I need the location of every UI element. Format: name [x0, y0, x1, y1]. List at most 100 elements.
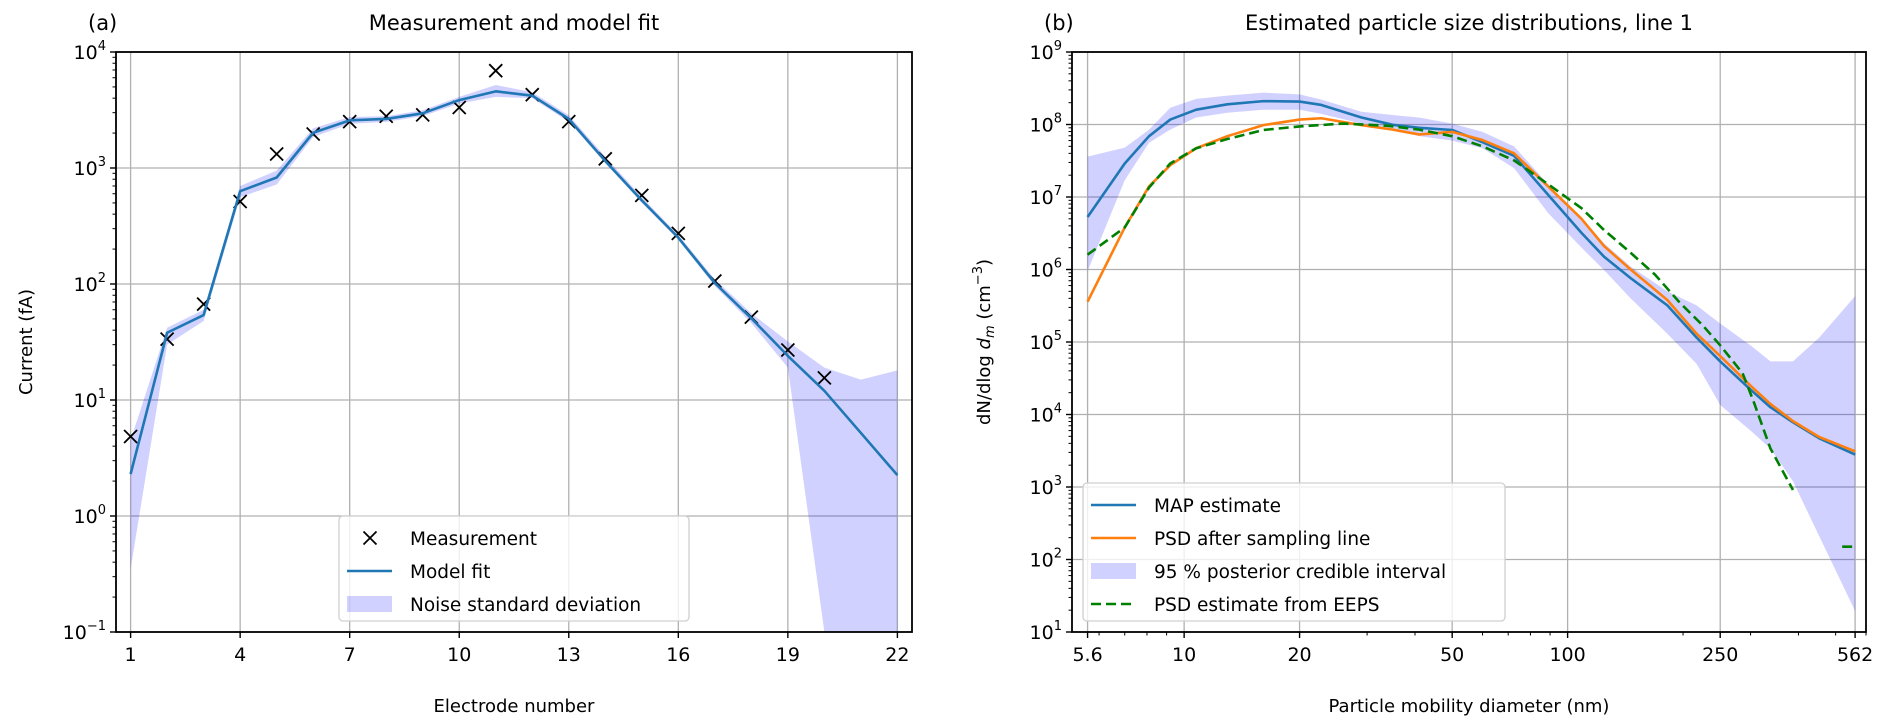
- x-tick-label: 10: [447, 644, 471, 666]
- y-tick-label: 100: [74, 503, 106, 528]
- x-tick-label: 16: [666, 644, 690, 666]
- legend-label: MAP estimate: [1154, 496, 1281, 517]
- measurement-marker: [817, 370, 832, 386]
- measurement-marker: [159, 331, 175, 347]
- ylabel-part-italic: d: [974, 337, 995, 349]
- x-tick-label: 22: [885, 644, 909, 666]
- panel-b-ylabel: dN/dlog dm (cm−3): [971, 259, 998, 425]
- y-tick-base: 10: [63, 622, 87, 644]
- y-tick-label: 10−1: [63, 619, 106, 644]
- y-tick-base: 10: [1030, 622, 1054, 644]
- legend-band-swatch: [1091, 563, 1136, 579]
- measurement-marker: [671, 226, 686, 241]
- y-tick-label: 103: [1030, 474, 1062, 499]
- legend-label: Model fit: [410, 562, 490, 583]
- series-line-map-estimate: [1086, 99, 1856, 456]
- panel-b-title: Estimated particle size distributions, l…: [1245, 11, 1693, 35]
- x-tick-label: 250: [1702, 644, 1738, 666]
- legend-label: 95 % posterior credible interval: [1154, 562, 1446, 583]
- panel-a-title: Measurement and model fit: [369, 11, 660, 35]
- ylabel-part: (cm: [974, 285, 995, 325]
- y-tick-label: 105: [1030, 329, 1062, 354]
- measurement-marker: [634, 188, 649, 203]
- ylabel-superscript: −3: [971, 266, 986, 285]
- legend-panel-0: Measurement Model fit Noise standard devia…: [338, 515, 690, 622]
- panel-a-xlabel: Electrode number: [434, 696, 595, 717]
- y-tick-base: 10: [74, 42, 98, 64]
- y-tick-label: 103: [74, 155, 106, 180]
- x-tick-label: 7: [344, 644, 356, 666]
- y-tick-exponent: 4: [1054, 402, 1062, 417]
- legend-label: Measurement: [410, 529, 537, 550]
- legend-box: [1082, 482, 1506, 622]
- y-tick-exponent: 3: [1054, 474, 1062, 489]
- y-tick-exponent: 1: [98, 387, 106, 402]
- y-tick-label: 109: [1030, 39, 1062, 64]
- legend-band-swatch: [347, 596, 392, 612]
- credible-band: [1087, 92, 1856, 611]
- measurement-marker: [488, 63, 503, 78]
- x-tick-label: 100: [1549, 644, 1585, 666]
- y-tick-exponent: 2: [1054, 547, 1062, 562]
- credible-band: [130, 84, 898, 633]
- panel-b-xlabel: Particle mobility diameter (nm): [1329, 696, 1610, 717]
- x-tick-label: 4: [234, 644, 246, 666]
- y-tick-exponent: 9: [1054, 39, 1062, 54]
- legend-marker-icon: [362, 530, 378, 546]
- measurement-marker: [452, 100, 467, 115]
- y-tick-base: 10: [1030, 187, 1054, 209]
- y-tick-exponent: 3: [98, 155, 106, 170]
- legend-label: PSD after sampling line: [1154, 529, 1370, 550]
- y-tick-base: 10: [1030, 115, 1054, 137]
- y-tick-base: 10: [1030, 42, 1054, 64]
- y-tick-exponent: 6: [1054, 257, 1062, 272]
- legend-panel-1: MAP estimate PSD after sampling line 95 % …: [1082, 482, 1506, 622]
- x-tick-label: 562: [1837, 644, 1873, 666]
- legend-label: PSD estimate from EEPS: [1154, 595, 1380, 616]
- y-tick-exponent: 2: [98, 271, 106, 286]
- panel-a-label: (a): [88, 11, 117, 35]
- measurement-marker: [269, 146, 284, 162]
- panel-b-label: (b): [1044, 11, 1074, 35]
- y-tick-base: 10: [74, 390, 98, 412]
- y-tick-label: 104: [74, 39, 106, 64]
- x-tick-label: 10: [1172, 644, 1196, 666]
- legend-label: Noise standard deviation: [410, 595, 641, 616]
- ylabel-part: ): [974, 259, 995, 266]
- y-tick-exponent: −1: [87, 619, 106, 634]
- series-line-model-fit: [129, 90, 899, 476]
- y-tick-base: 10: [74, 158, 98, 180]
- x-tick-label: 5.6: [1072, 644, 1102, 666]
- x-tick-label: 1: [125, 644, 137, 666]
- x-tick-label: 13: [557, 644, 581, 666]
- y-tick-label: 106: [1030, 257, 1062, 282]
- y-tick-label: 101: [1030, 619, 1062, 644]
- panel-a-ylabel: Current (fA): [16, 289, 37, 395]
- y-tick-base: 10: [1030, 477, 1054, 499]
- measurement-marker: [379, 109, 394, 124]
- y-tick-label: 108: [1030, 112, 1062, 137]
- panel-a-measurement-fit: (a) Measurement and model fit Electrode …: [16, 11, 913, 717]
- y-tick-exponent: 0: [98, 503, 106, 518]
- y-tick-label: 102: [1030, 547, 1062, 572]
- measurement-marker: [780, 342, 795, 358]
- y-tick-exponent: 7: [1054, 184, 1062, 199]
- y-tick-exponent: 1: [1054, 619, 1062, 634]
- y-tick-label: 101: [74, 387, 106, 412]
- y-tick-exponent: 5: [1054, 329, 1062, 344]
- y-tick-label: 107: [1030, 184, 1062, 209]
- y-tick-base: 10: [1030, 332, 1054, 354]
- panel-1-plot-area: 5.6 10 20 50 100 250 5621011021031041051061071…: [1030, 39, 1874, 666]
- y-tick-exponent: 4: [98, 39, 106, 54]
- panel-b-psd: (b) Estimated particle size distribution…: [971, 11, 1873, 717]
- y-tick-base: 10: [1030, 260, 1054, 282]
- x-tick-label: 20: [1287, 644, 1311, 666]
- ylabel-subscript: m: [983, 325, 998, 338]
- legend-box: [338, 515, 690, 622]
- y-tick-exponent: 8: [1054, 112, 1062, 127]
- ylabel-part: dN/dlog: [974, 349, 995, 425]
- y-tick-label: 102: [74, 271, 106, 296]
- y-tick-base: 10: [1030, 550, 1054, 572]
